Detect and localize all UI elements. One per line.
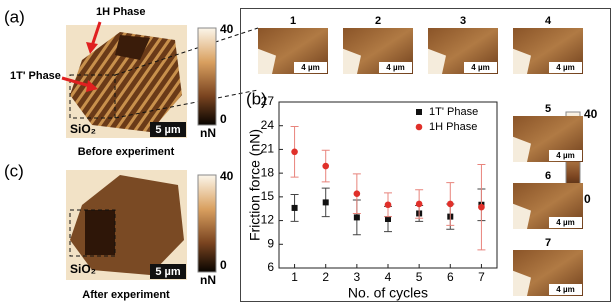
x-tick-label: 7 xyxy=(478,270,485,284)
thumbnail-label: 1 xyxy=(290,15,296,27)
colorbar-tick: 0 xyxy=(220,112,227,126)
scale-label: 4 µm xyxy=(556,63,574,72)
y-tick-label: 6 xyxy=(267,260,274,274)
annotation: 1T' Phase xyxy=(10,70,61,82)
scale-label: 4 µm xyxy=(471,63,489,72)
thumbnail-label: 5 xyxy=(545,103,551,115)
flake-dark xyxy=(85,210,115,255)
x-tick-label: 3 xyxy=(354,270,361,284)
y-tick-label: 9 xyxy=(267,236,274,250)
point xyxy=(291,149,298,156)
y-axis-label: Friction force (nN) xyxy=(247,129,263,241)
colorbar-tick: 40 xyxy=(220,22,234,36)
thumbnail-label: 2 xyxy=(375,15,381,27)
thumbnail-label: 7 xyxy=(545,237,551,249)
x-tick-label: 2 xyxy=(322,270,329,284)
x-tick-label: 5 xyxy=(416,270,423,284)
scale-label: 4 µm xyxy=(556,218,574,227)
colorbar-unit: nN xyxy=(200,273,216,287)
colorbar xyxy=(198,28,216,125)
y-tick-label: 27 xyxy=(261,94,275,108)
figure: (a) 1H Phase 1T' Phase SiO₂ 5 µm 40 0 nN… xyxy=(0,0,611,302)
thumbnail-label: 3 xyxy=(460,15,466,27)
panel-label: (a) xyxy=(4,7,25,26)
thumbnail-label: 4 xyxy=(545,15,552,27)
point xyxy=(416,201,423,208)
panel-a: (a) 1H Phase 1T' Phase SiO₂ 5 µm 40 0 nN… xyxy=(4,6,258,158)
point xyxy=(478,204,485,211)
legend-marker xyxy=(416,109,422,115)
scale-label: 4 µm xyxy=(301,63,319,72)
scale-label: 4 µm xyxy=(556,285,574,294)
x-tick-label: 1 xyxy=(291,270,298,284)
scale-label: 4 µm xyxy=(556,151,574,160)
panel-c: (c) SiO₂ 5 µm 40 0 nN After experiment xyxy=(4,161,234,300)
substrate-label: SiO₂ xyxy=(70,122,96,136)
legend-label: 1T' Phase xyxy=(429,106,478,118)
thumbnail-label: 6 xyxy=(545,170,551,182)
point xyxy=(323,199,329,205)
point xyxy=(385,201,392,208)
colorbar-tick: 40 xyxy=(220,169,234,183)
legend-marker xyxy=(416,124,423,131)
scale-label: 4 µm xyxy=(386,63,404,72)
colorbar xyxy=(198,175,216,272)
legend-label: 1H Phase xyxy=(429,121,477,133)
annotation: 1H Phase xyxy=(96,6,146,18)
caption: Before experiment xyxy=(78,146,175,158)
scale-label: 5 µm xyxy=(155,124,181,136)
thumbnails: 4 µm 1 4 µm 2 4 µm 3 4 µm 4 4 µm 5 4 µm 6 4 µm 7 xyxy=(258,15,583,296)
point xyxy=(447,201,454,208)
point xyxy=(322,163,329,170)
point xyxy=(354,190,361,197)
colorbar-tick: 0 xyxy=(584,192,591,206)
x-tick-label: 4 xyxy=(385,270,392,284)
x-tick-label: 6 xyxy=(447,270,454,284)
colorbar-tick: 40 xyxy=(584,107,598,121)
scale-label: 5 µm xyxy=(155,266,181,278)
colorbar-unit: nN xyxy=(200,126,216,140)
point xyxy=(354,214,360,220)
point xyxy=(292,205,298,211)
substrate-label: SiO₂ xyxy=(70,262,96,276)
panel-label: (c) xyxy=(4,161,24,180)
caption: After experiment xyxy=(82,289,170,301)
x-axis-label: No. of cycles xyxy=(348,285,428,301)
colorbar-tick: 0 xyxy=(220,258,227,272)
